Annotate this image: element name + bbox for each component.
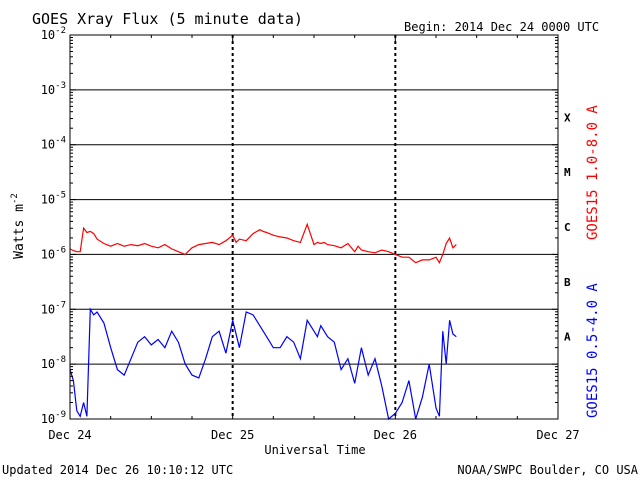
flare-class-label: M [564, 166, 571, 179]
footer-credit: NOAA/SWPC Boulder, CO USA [457, 463, 638, 477]
series-line-long-wave [69, 222, 457, 265]
plot-frame [69, 34, 559, 420]
flare-class-label: C [564, 221, 571, 234]
flare-class-label: X [564, 111, 571, 124]
series-line-short-wave [69, 307, 457, 421]
y-tick-label: 10-9 [41, 410, 66, 426]
x-tick-label: Dec 25 [211, 428, 254, 442]
flare-class-label: B [564, 276, 571, 289]
x-axis-label: Universal Time [264, 443, 365, 457]
y-tick-label: 10-8 [41, 355, 66, 371]
y-tick-label: 10-2 [41, 26, 66, 42]
x-tick-label: Dec 26 [374, 428, 417, 442]
y-tick-label: 10-5 [41, 191, 66, 207]
y-tick-label: 10-7 [41, 300, 66, 316]
legend-series-blue: GOES15 0.5-4.0 A [585, 283, 601, 418]
y-tick-label: 10-4 [41, 136, 66, 152]
flare-class-label: A [564, 331, 571, 344]
chart-title: GOES Xray Flux (5 minute data) [32, 10, 303, 28]
legend-series-red: GOES15 1.0-8.0 A [585, 105, 601, 240]
begin-label: Begin: 2014 Dec 24 0000 UTC [404, 20, 599, 34]
footer-updated: Updated 2014 Dec 26 10:10:12 UTC [2, 463, 233, 477]
series-layer [69, 222, 457, 421]
tick-layer: 10-9 10-8 10-7 10-6 10-5 10-4 10-3 10-2 Dec 24 De… [41, 26, 580, 442]
x-tick-label: Dec 24 [48, 428, 91, 442]
x-tick-label: Dec 27 [536, 428, 579, 442]
grid [70, 35, 558, 419]
y-tick-label: 10-3 [41, 81, 66, 97]
y-axis-label: Watts m-2 [10, 193, 27, 259]
y-tick-label: 10-6 [41, 245, 66, 261]
